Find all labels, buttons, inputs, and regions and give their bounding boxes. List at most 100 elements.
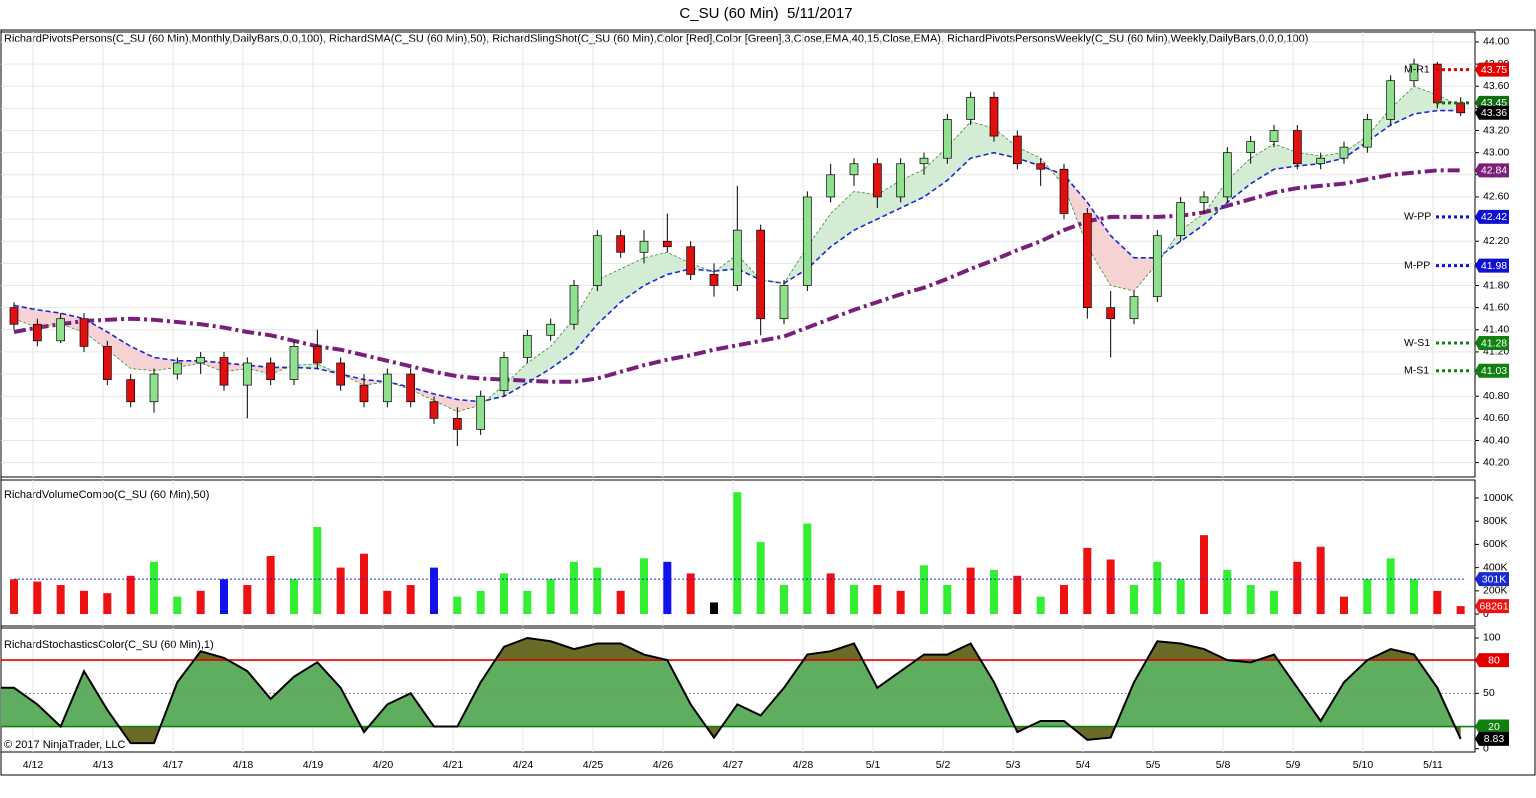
slingshot-fill xyxy=(1227,158,1251,203)
x-tick-label: 4/20 xyxy=(373,759,394,771)
value-box xyxy=(1475,62,1509,77)
slingshot-fill xyxy=(527,346,551,383)
x-tick-label: 4/17 xyxy=(163,759,184,771)
y-tick-label: 50 xyxy=(1483,687,1495,699)
volume-bar xyxy=(430,567,438,615)
candle-body xyxy=(1059,168,1069,214)
slingshot-fill xyxy=(1180,213,1204,242)
volume-bar xyxy=(546,579,555,615)
volume-bar xyxy=(383,590,392,615)
candle-body xyxy=(1222,152,1232,198)
x-tick-label: 5/2 xyxy=(936,759,951,771)
volume-bar xyxy=(616,590,625,615)
value-box xyxy=(1475,105,1509,120)
x-tick-label: 5/8 xyxy=(1216,759,1231,771)
candle-body xyxy=(1409,63,1419,82)
candle-body xyxy=(9,307,19,325)
candle-body xyxy=(1292,130,1302,165)
volume-bar xyxy=(756,542,765,615)
candle-body xyxy=(942,119,952,159)
candle-body xyxy=(639,240,649,253)
slingshot-fill xyxy=(107,331,131,369)
candle-body xyxy=(1012,135,1022,165)
value-box xyxy=(1475,572,1509,587)
candle-body xyxy=(919,157,929,165)
slingshot-fill xyxy=(130,346,154,371)
slingshot-fill xyxy=(410,387,434,401)
copyright: © 2017 NinjaTrader, LLC xyxy=(4,739,125,751)
volume-bar xyxy=(266,556,275,615)
slingshot-fill xyxy=(994,128,1018,159)
x-tick-label: 4/18 xyxy=(233,759,254,771)
pivot-name: M-PP xyxy=(1404,259,1430,271)
y-tick-label: 40.80 xyxy=(1483,390,1509,402)
candle-body xyxy=(1246,141,1256,154)
candle-body xyxy=(989,96,999,137)
volume-bar xyxy=(1036,596,1045,615)
candle-body xyxy=(896,163,906,198)
candle-body xyxy=(429,401,439,419)
volume-bar xyxy=(453,596,462,615)
candle-body xyxy=(102,346,112,380)
y-tick-label: 41.80 xyxy=(1483,279,1509,291)
volume-bar xyxy=(990,569,998,615)
y-tick-label: 800K xyxy=(1483,515,1508,527)
x-tick-label: 4/12 xyxy=(23,759,44,771)
volume-bar xyxy=(10,579,18,615)
volume-bar xyxy=(686,573,695,615)
candle-body xyxy=(522,334,532,358)
value-box xyxy=(1475,163,1509,178)
volume-bar xyxy=(570,561,578,615)
slingshot-fill xyxy=(224,362,248,372)
volume-bar xyxy=(1130,585,1138,615)
candle-body xyxy=(196,357,206,364)
slingshot-fill xyxy=(200,360,224,372)
y-tick-label: 43.60 xyxy=(1483,80,1509,92)
volume-bar xyxy=(1060,585,1068,615)
slingshot-fill xyxy=(1110,235,1134,292)
slingshot-fill xyxy=(457,399,481,412)
volume-bar xyxy=(80,590,88,615)
volume-bar xyxy=(406,585,415,615)
volume-bar xyxy=(1386,558,1395,615)
stoch-area xyxy=(1,660,1456,727)
candle-body xyxy=(1152,235,1162,297)
slingshot-fill xyxy=(247,365,271,375)
slingshot-fill xyxy=(364,379,388,386)
value-box xyxy=(1475,258,1509,273)
x-tick-label: 5/3 xyxy=(1006,759,1021,771)
x-tick-label: 5/11 xyxy=(1423,759,1443,771)
slingshot-fill xyxy=(854,191,878,231)
volume-bar xyxy=(1456,606,1465,615)
indicator-label: RichardStochasticsColor(C_SU (60 Min),1) xyxy=(4,639,214,651)
candle-body xyxy=(1339,146,1349,159)
slingshot-fill xyxy=(1367,108,1391,142)
y-tick-label: 42.60 xyxy=(1483,191,1509,203)
slingshot-fill xyxy=(807,213,831,269)
candle-body xyxy=(312,346,322,364)
candle-body xyxy=(592,235,602,286)
slingshot-fill xyxy=(1274,143,1298,170)
y-tick-label: 40.40 xyxy=(1483,434,1509,446)
candle-body xyxy=(406,373,416,403)
slingshot-fill xyxy=(784,246,808,284)
y-tick-label: 40.60 xyxy=(1483,412,1509,424)
x-tick-label: 5/4 xyxy=(1076,759,1091,771)
volume-bar xyxy=(1153,561,1162,615)
volume-bar xyxy=(500,573,508,615)
volume-bar xyxy=(593,567,602,615)
volume-bar xyxy=(826,573,835,615)
slingshot-fill xyxy=(1390,86,1414,125)
slingshot-fill xyxy=(667,252,691,275)
volume-bar xyxy=(920,565,928,615)
stoch-line xyxy=(1,636,1462,745)
x-tick-label: 5/5 xyxy=(1146,759,1161,771)
candle-body xyxy=(126,379,136,403)
level-value: 20 xyxy=(1488,721,1500,733)
volume-bar xyxy=(336,567,345,615)
volume-bar xyxy=(150,561,158,615)
candle-body xyxy=(872,163,882,198)
slow-ema-line xyxy=(13,109,1461,403)
volume-bar xyxy=(523,590,532,615)
